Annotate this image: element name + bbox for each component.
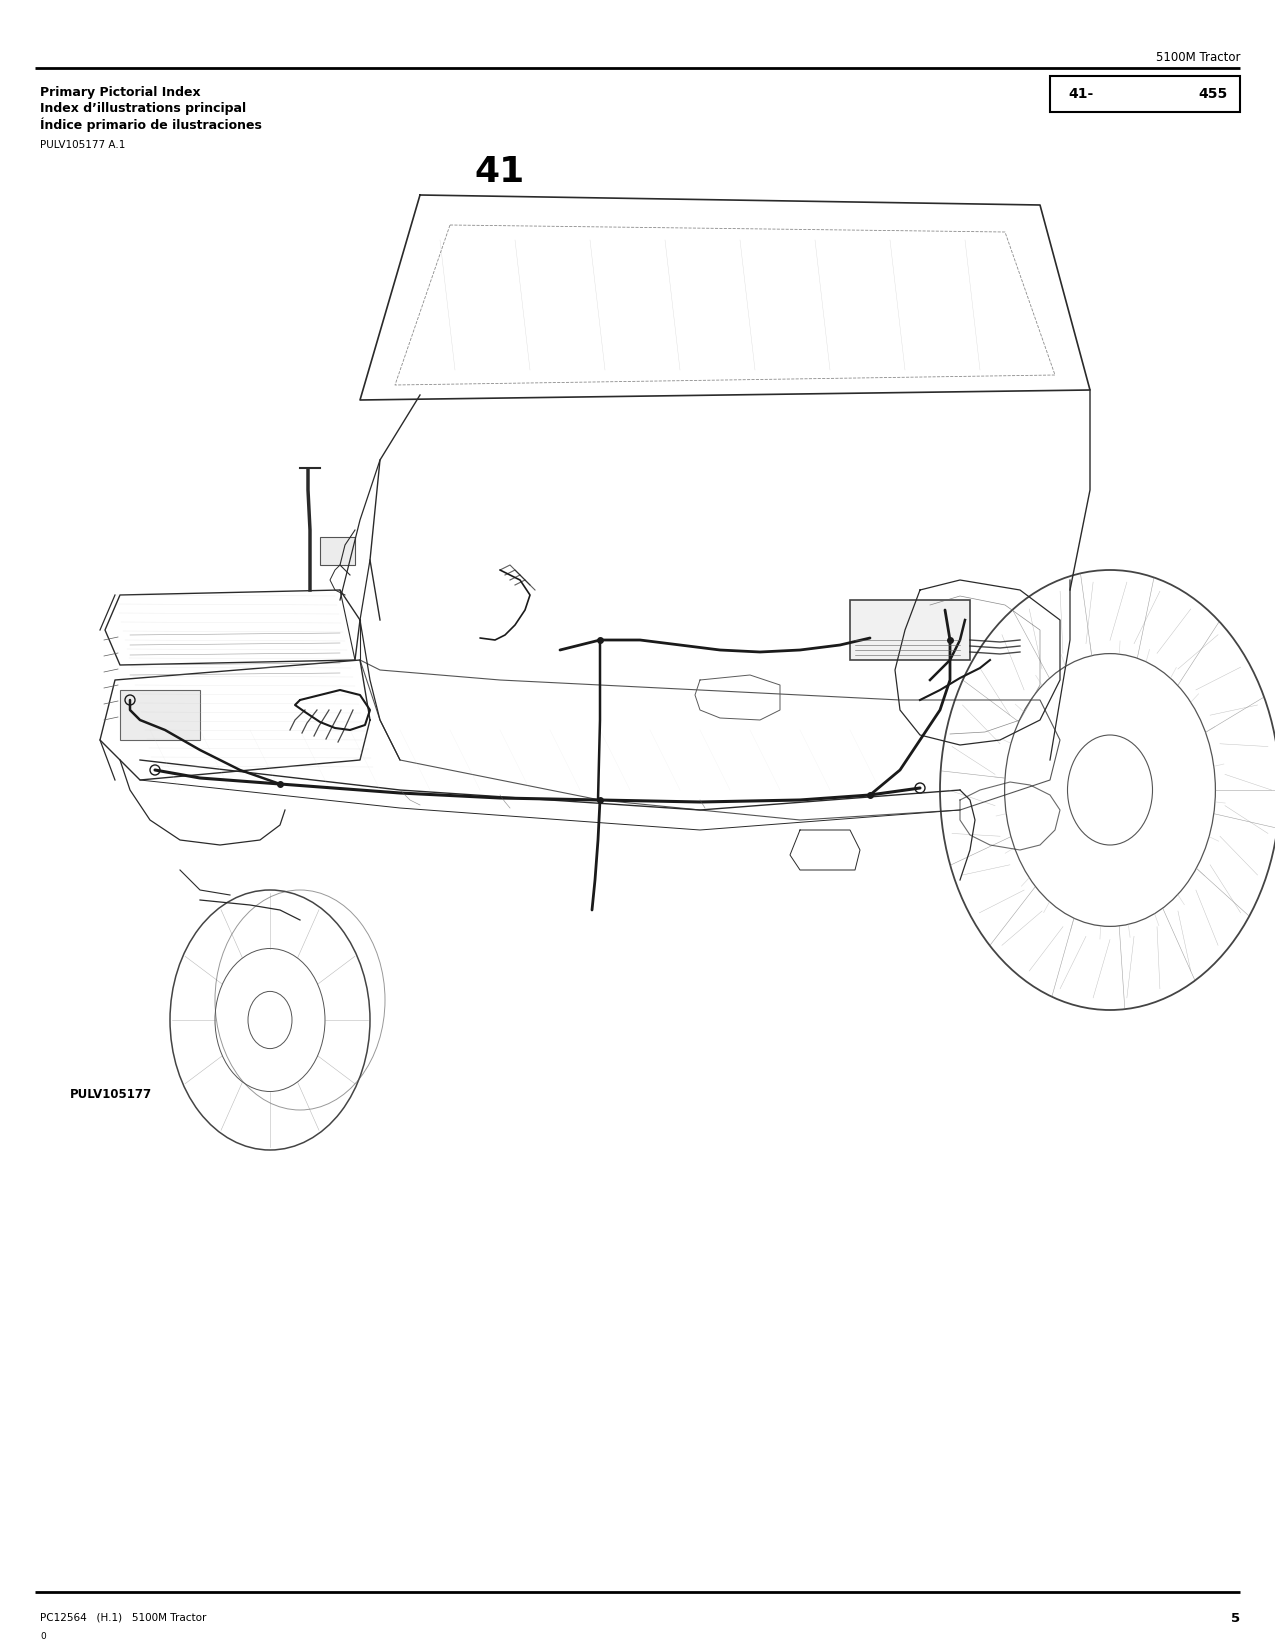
Bar (120, 690, 200, 739)
Text: 5100M Tractor: 5100M Tractor (1155, 51, 1241, 64)
Text: Índice primario de ilustraciones: Índice primario de ilustraciones (40, 119, 261, 132)
Text: 455: 455 (1198, 87, 1228, 101)
Text: 0: 0 (40, 1632, 46, 1642)
Text: 41: 41 (474, 155, 525, 190)
Text: PULV105177 A.1: PULV105177 A.1 (40, 140, 125, 150)
Text: 5: 5 (1230, 1612, 1241, 1625)
Text: PULV105177: PULV105177 (70, 1089, 152, 1102)
Text: PC12564   (H.1)   5100M Tractor: PC12564 (H.1) 5100M Tractor (40, 1612, 207, 1622)
Bar (320, 536, 354, 564)
Text: 41-: 41- (1068, 87, 1093, 101)
Text: Index d’illustrations principal: Index d’illustrations principal (40, 102, 246, 116)
Bar (850, 601, 970, 660)
Text: Primary Pictorial Index: Primary Pictorial Index (40, 86, 200, 99)
Bar (1051, 76, 1241, 112)
